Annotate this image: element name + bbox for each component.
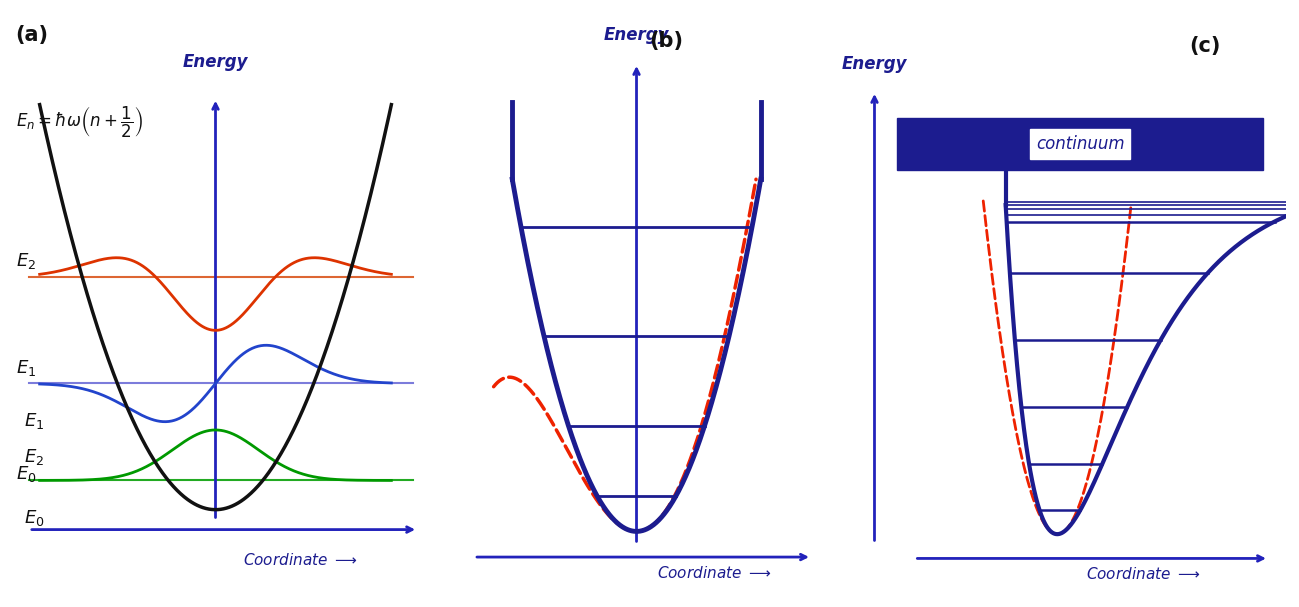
Text: (a): (a) bbox=[16, 25, 48, 45]
Text: $E_0$: $E_0$ bbox=[16, 464, 36, 484]
Text: $E_2$: $E_2$ bbox=[23, 447, 44, 467]
Text: Coordinate $\longrightarrow$: Coordinate $\longrightarrow$ bbox=[657, 565, 772, 581]
Text: $E_0$: $E_0$ bbox=[23, 507, 44, 527]
Text: $E_1$: $E_1$ bbox=[16, 358, 36, 378]
Text: Energy: Energy bbox=[183, 53, 248, 72]
Text: (b): (b) bbox=[650, 31, 683, 51]
Text: $E_1$: $E_1$ bbox=[23, 411, 44, 431]
Text: (c): (c) bbox=[1189, 36, 1220, 56]
Text: continuum: continuum bbox=[1035, 135, 1125, 153]
Text: Coordinate $\longrightarrow$: Coordinate $\longrightarrow$ bbox=[1086, 566, 1200, 582]
Text: $E_n = \hbar\omega\left(n+\dfrac{1}{2}\right)$: $E_n = \hbar\omega\left(n+\dfrac{1}{2}\r… bbox=[16, 104, 143, 140]
Text: Coordinate $\longrightarrow$: Coordinate $\longrightarrow$ bbox=[243, 552, 359, 568]
Bar bbox=[898, 118, 1263, 170]
Text: Energy: Energy bbox=[604, 26, 669, 44]
Text: $E_2$: $E_2$ bbox=[16, 251, 36, 271]
Text: Energy: Energy bbox=[842, 55, 907, 73]
